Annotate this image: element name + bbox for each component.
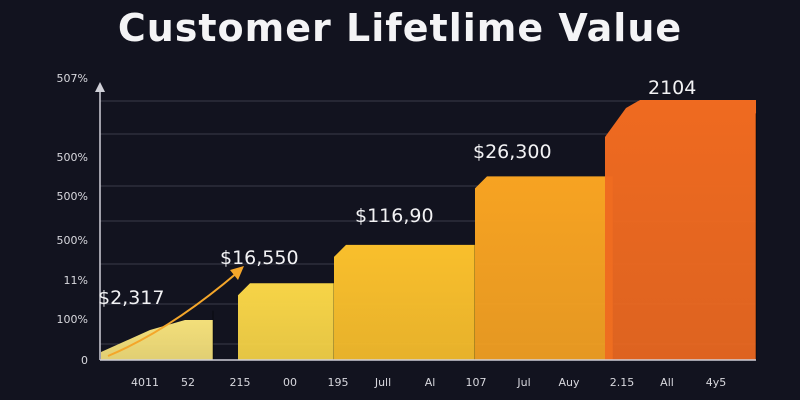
data-label: $16,550	[220, 247, 299, 269]
axes	[95, 82, 756, 361]
data-label: $2,317	[98, 287, 164, 309]
y-tick-label: 500%	[57, 151, 88, 164]
area-steps	[101, 100, 757, 360]
area-step-2	[334, 244, 475, 360]
x-tick-label: 4y5	[706, 376, 727, 389]
x-tick-label: 52	[181, 376, 195, 389]
area-step-1	[238, 283, 334, 360]
y-tick-labels: 0 100% 11% 500% 500% 500% 507%	[57, 72, 88, 367]
y-tick-label: 500%	[57, 190, 88, 203]
data-labels: $2,317 $16,550 $116,90 $26,300 2104	[98, 77, 696, 309]
trend-arrow	[107, 266, 244, 357]
area-step-0	[101, 320, 213, 360]
chart-title: Customer Lifetlime Value	[117, 6, 683, 50]
x-tick-label: 195	[328, 376, 349, 389]
data-label: $26,300	[473, 141, 552, 163]
x-tick-label: 4011	[131, 376, 159, 389]
x-tick-label: 00	[283, 376, 297, 389]
x-tick-label: Al	[425, 376, 436, 389]
trend-arrow-head	[230, 266, 244, 280]
x-tick-label: 107	[466, 376, 487, 389]
x-tick-label: 215	[230, 376, 251, 389]
x-tick-label: Jul	[516, 376, 530, 389]
data-label: $116,90	[355, 205, 434, 227]
area-step-4	[605, 100, 756, 360]
y-tick-label: 507%	[57, 72, 88, 85]
x-tick-labels: 4011 52 215 00 195 Jull Al 107 Jul Auy 2.15 All 4y5	[131, 376, 726, 389]
y-axis-arrow	[95, 82, 105, 92]
x-tick-label: Auy	[558, 376, 579, 389]
trend-arrow-line	[107, 271, 239, 357]
data-label: 2104	[648, 77, 696, 99]
y-tick-label: 0	[81, 354, 88, 367]
y-tick-label: 100%	[57, 313, 88, 326]
x-tick-label: 2.15	[610, 376, 635, 389]
x-tick-label: Jull	[374, 376, 391, 389]
y-tick-label: 11%	[64, 274, 88, 287]
x-tick-label: All	[660, 376, 674, 389]
area-step-3	[475, 176, 613, 360]
y-tick-label: 500%	[57, 234, 88, 247]
